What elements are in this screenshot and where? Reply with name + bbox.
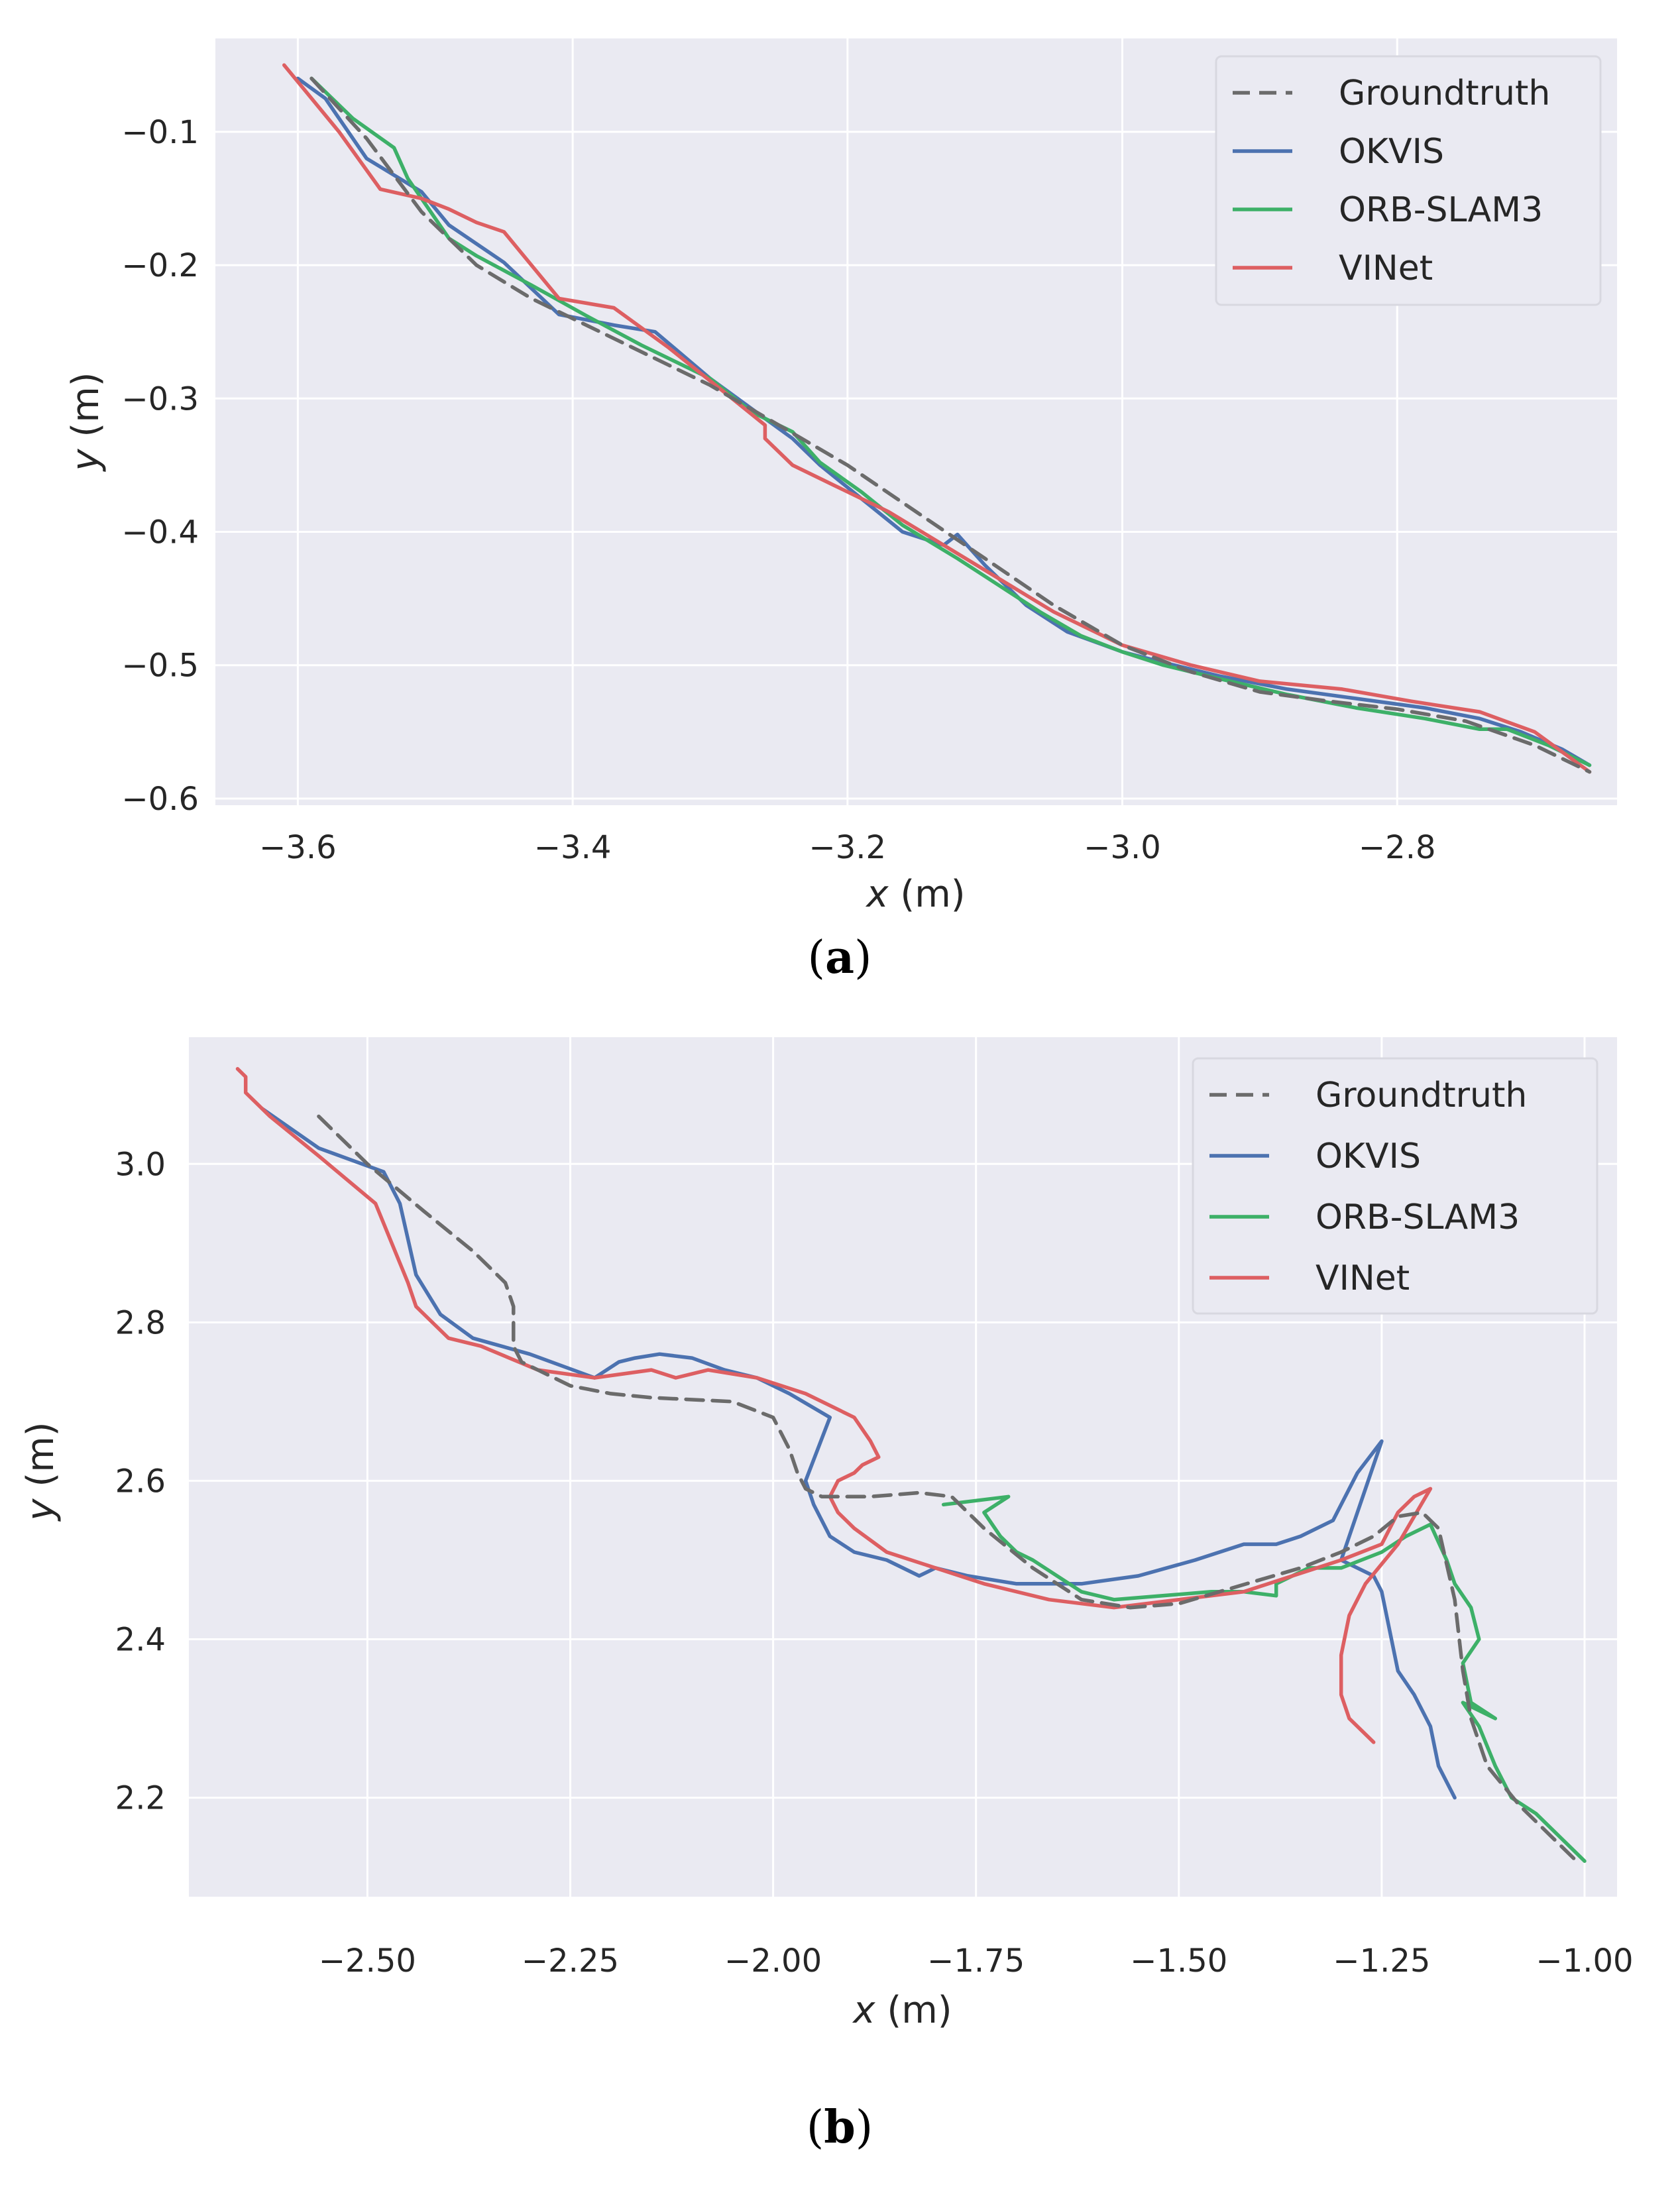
x-axis-label-a: x (m) [865, 873, 965, 916]
y-tick-label: 2.2 [115, 1780, 166, 1817]
y-ticks-b: 3.0 2.8 2.6 2.4 2.2 [115, 1146, 166, 1817]
y-tick-label: −0.6 [121, 781, 199, 818]
y-tick-label: −0.3 [121, 380, 199, 418]
legend-label-orb-slam3: ORB-SLAM3 [1316, 1198, 1520, 1237]
x-tick-label: −3.6 [259, 829, 337, 866]
series-line-orb-slam3 [941, 1494, 1587, 1863]
x-tick-label: −3.2 [809, 829, 887, 866]
x-tick-label: −1.50 [1130, 1942, 1227, 1980]
series-group-b [235, 1067, 1587, 1863]
y-axis-label-a: y (m) [64, 372, 107, 472]
y-tick-label: −0.5 [121, 647, 199, 685]
series-line-vinet [282, 63, 1592, 774]
x-tick-label: −2.00 [724, 1942, 822, 1980]
legend-frame-a [1215, 55, 1602, 306]
legend-label-vinet: VINet [1339, 249, 1433, 288]
y-tick-label: 2.6 [115, 1463, 166, 1500]
x-axis-label-b: x (m) [852, 1989, 952, 2032]
legend-label-groundtruth: Groundtruth [1316, 1076, 1527, 1115]
x-tick-label: −1.75 [927, 1942, 1025, 1980]
y-tick-label: 3.0 [115, 1146, 166, 1183]
y-ticks-a: −0.1 −0.2 −0.3 −0.4 −0.5 −0.6 [121, 114, 199, 818]
chart-panel-b: −2.50 −2.25 −2.00 −1.75 −1.50 −1.25 −1.00 3.0 2… [19, 1037, 1634, 2154]
caption-a: (a) [807, 931, 871, 984]
legend-b: Groundtruth OKVIS ORB-SLAM3 VINet [1192, 1057, 1598, 1315]
series-line-vinet [235, 1067, 1433, 1744]
legend-label-okvis: OKVIS [1339, 132, 1444, 172]
legend-label-groundtruth: Groundtruth [1339, 74, 1550, 113]
x-tick-label: −3.4 [534, 829, 612, 866]
grid-b [189, 1037, 1617, 1897]
y-tick-label: −0.2 [121, 247, 199, 284]
x-tick-label: −2.8 [1359, 829, 1436, 866]
x-tick-label: −1.00 [1536, 1942, 1633, 1980]
caption-b: (b) [807, 2101, 873, 2154]
series-group-a [282, 63, 1592, 774]
x-tick-label: −2.25 [522, 1942, 619, 1980]
y-tick-label: −0.4 [121, 514, 199, 551]
y-tick-label: −0.1 [121, 114, 199, 151]
series-line-groundtruth [317, 1114, 1579, 1863]
x-ticks-b: −2.50 −2.25 −2.00 −1.75 −1.50 −1.25 −1.00 [319, 1942, 1634, 1980]
y-tick-label: 2.4 [115, 1621, 166, 1658]
x-tick-label: −2.50 [319, 1942, 416, 1980]
x-ticks-a: −3.6 −3.4 −3.2 −3.0 −2.8 [259, 829, 1435, 866]
series-line-orb-slam3 [309, 76, 1592, 767]
legend-frame-b [1192, 1057, 1598, 1315]
series-line-groundtruth [309, 76, 1592, 774]
chart-panel-a: −3.6 −3.4 −3.2 −3.0 −2.8 −0.1−0.2−0.3−0.4−0.… [64, 38, 1617, 984]
x-tick-label: −3.0 [1084, 829, 1161, 866]
y-axis-label-b: y (m) [19, 1422, 62, 1522]
legend-a: Groundtruth OKVIS ORB-SLAM3 VINet [1215, 55, 1602, 306]
legend-label-orb-slam3: ORB-SLAM3 [1339, 190, 1543, 230]
legend-label-vinet: VINet [1316, 1259, 1410, 1298]
legend-label-okvis: OKVIS [1316, 1137, 1421, 1176]
y-tick-label: 2.8 [115, 1304, 166, 1341]
x-tick-label: −1.25 [1333, 1942, 1430, 1980]
